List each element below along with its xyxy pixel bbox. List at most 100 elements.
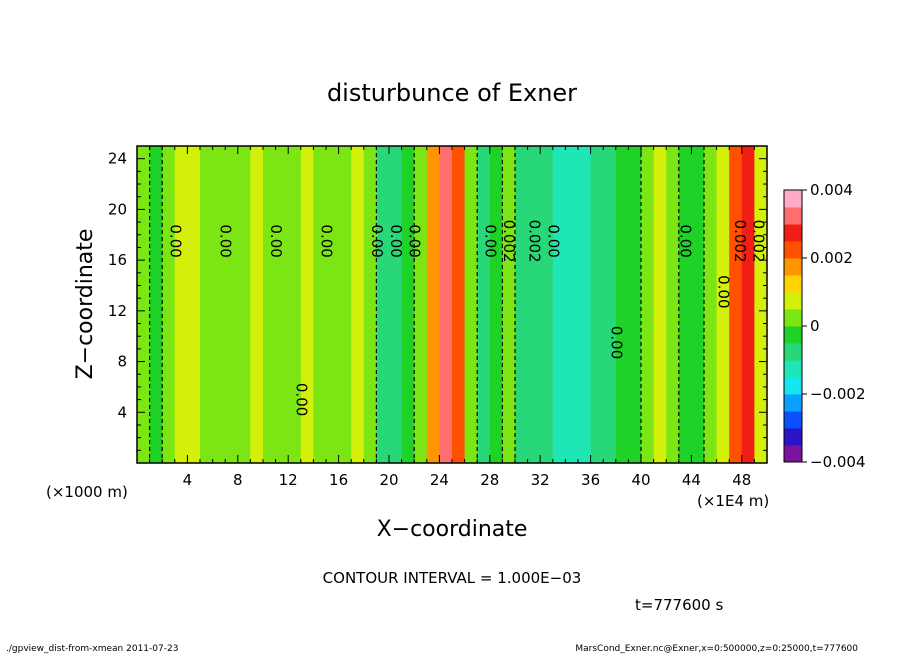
heatmap-cell xyxy=(729,146,743,463)
heatmap-cell xyxy=(716,146,730,463)
colorbar-segment xyxy=(784,411,802,429)
colorbar-segment xyxy=(784,360,802,378)
heatmap-cell xyxy=(452,146,466,463)
colorbar-segment xyxy=(784,190,802,208)
heatmap-cell xyxy=(389,146,403,463)
heatmap-cell xyxy=(250,146,264,463)
heatmap-cell xyxy=(149,146,163,463)
contour-label: 0.00 xyxy=(292,383,310,416)
heatmap-cell xyxy=(162,146,176,463)
heatmap-cell xyxy=(502,146,516,463)
x-tick-label: 48 xyxy=(732,471,751,489)
colorbar-label: −0.002 xyxy=(810,385,866,403)
colorbar-segment xyxy=(784,394,802,412)
heatmap-cell xyxy=(187,146,201,463)
heatmap-cell xyxy=(704,146,718,463)
x-tick-label: 12 xyxy=(279,471,298,489)
colorbar-label: −0.004 xyxy=(810,453,866,471)
x-unit-label: (×1000 m) xyxy=(46,483,128,501)
heatmap-cell xyxy=(464,146,478,463)
contour-labels: 0.00 0.00 0.00 0.00 0.00 0.00 0.000.000.00 0.00… xyxy=(166,220,767,417)
contour-label: 0.00 xyxy=(318,224,336,257)
x-tick-label: 32 xyxy=(531,471,550,489)
contour-label: 0.00 xyxy=(544,224,562,257)
heatmap-cell xyxy=(300,146,314,463)
chart-title: disturbunce of Exner xyxy=(327,79,577,107)
contour-label: 0.00 xyxy=(368,224,386,257)
heatmap-cell xyxy=(174,146,188,463)
colorbar-segment xyxy=(784,326,802,344)
heatmap-cell xyxy=(603,146,617,463)
time-label: t=777600 s xyxy=(635,596,723,614)
colorbar-segment xyxy=(784,445,802,463)
y-axis-ticks: 4 8 12 16 20 24 xyxy=(108,145,767,464)
colorbar-segment xyxy=(784,275,802,293)
x-axis-label: X−coordinate xyxy=(377,517,528,542)
y-axis-label: Z−coordinate xyxy=(73,229,98,380)
x-tick-label: 20 xyxy=(379,471,398,489)
heatmap-cell xyxy=(225,146,239,463)
x-axis-ticks: 4 8 12 16 20 24 28 32 36 40 44 48 xyxy=(136,146,768,489)
heatmap-cell xyxy=(212,146,226,463)
x-tick-label: 24 xyxy=(430,471,449,489)
x-tick-label: 40 xyxy=(631,471,650,489)
contour-label: 0.00 xyxy=(406,224,424,257)
heatmap-cell xyxy=(641,146,655,463)
x-tick-label: 44 xyxy=(682,471,701,489)
colorbar-segment xyxy=(784,258,802,276)
contour-label: 0.00 xyxy=(481,224,499,257)
colorbar-label: 0.002 xyxy=(810,249,853,267)
contour-label: 0.002 xyxy=(750,220,768,263)
contour-label: 0.00 xyxy=(217,224,235,257)
x-tick-label: 28 xyxy=(480,471,499,489)
heatmap-cell xyxy=(326,146,340,463)
heatmap-cell xyxy=(540,146,554,463)
y-tick-label: 8 xyxy=(117,353,127,371)
colorbar: 0.004 0.002 0 −0.002 −0.004 xyxy=(783,181,866,471)
heatmap-cell xyxy=(578,146,592,463)
heatmap-cell xyxy=(200,146,214,463)
heatmap-cell xyxy=(590,146,604,463)
colorbar-label: 0.004 xyxy=(810,181,853,199)
colorbar-segment xyxy=(784,343,802,361)
footer-left: ./gpview_dist-from-xmean 2011-07-23 xyxy=(6,644,178,654)
heatmap-cell xyxy=(414,146,428,463)
contour-label: 0.002 xyxy=(525,220,543,263)
heatmap-cell xyxy=(313,146,327,463)
colorbar-segment xyxy=(784,241,802,259)
heatmap-cell xyxy=(489,146,503,463)
heatmap-cell xyxy=(653,146,667,463)
colorbar-segment xyxy=(784,377,802,395)
heatmap-cell xyxy=(137,146,151,463)
contour-label: 0.00 xyxy=(607,326,625,359)
contour-label: 0.00 xyxy=(267,224,285,257)
colorbar-label: 0 xyxy=(810,317,820,335)
x-scale-label: (×1E4 m) xyxy=(697,492,769,510)
heatmap-cell xyxy=(426,146,440,463)
heatmap-cell xyxy=(628,146,642,463)
heatmap-cell xyxy=(678,146,692,463)
x-tick-label: 4 xyxy=(183,471,193,489)
heatmap-cell xyxy=(401,146,415,463)
heatmap-cell xyxy=(351,146,365,463)
colorbar-segment xyxy=(784,292,802,310)
heatmap-cell xyxy=(439,146,453,463)
contour-label: 0.002 xyxy=(731,220,749,263)
heatmap-cell xyxy=(527,146,541,463)
heatmap-cell xyxy=(363,146,377,463)
heatmap-cell xyxy=(565,146,579,463)
x-tick-label: 8 xyxy=(233,471,243,489)
heatmap-cell xyxy=(237,146,251,463)
heatmap-cell xyxy=(552,146,566,463)
footer-right: MarsCond_Exner.nc@Exner,x=0:500000,z=0:2… xyxy=(575,644,858,654)
contour-label: 0.00 xyxy=(166,224,184,257)
y-tick-label: 16 xyxy=(108,251,127,269)
heatmap-cells xyxy=(137,146,768,463)
heatmap-cell xyxy=(666,146,680,463)
contour-label: 0.00 xyxy=(677,224,695,257)
colorbar-segment xyxy=(784,428,802,446)
heatmap-cell xyxy=(376,146,390,463)
contour-label: 0.00 xyxy=(387,224,405,257)
y-tick-label: 20 xyxy=(108,200,127,218)
heatmap-cell xyxy=(288,146,302,463)
